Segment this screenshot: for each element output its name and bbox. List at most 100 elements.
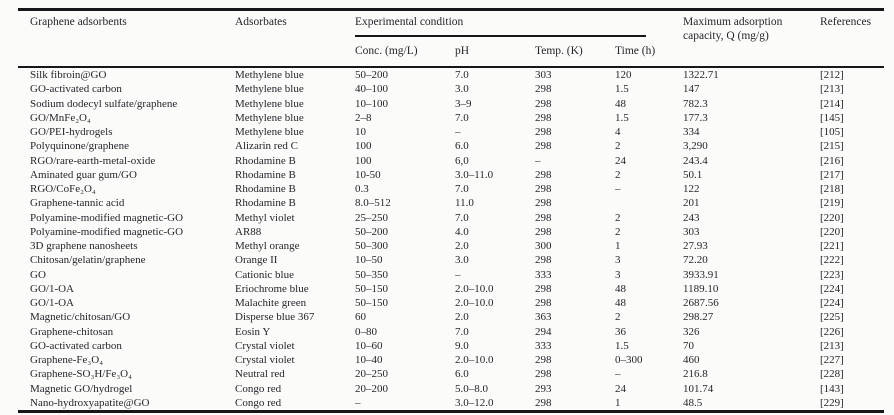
- table-row: GO/1-OA Eriochrome blue 50–150 2.0–10.0 298 4…: [18, 282, 884, 296]
- cell-conc: 10–100: [355, 97, 388, 110]
- cell-ph: 3–9: [455, 97, 472, 110]
- cell-ref: [227]: [820, 354, 844, 366]
- cell-adsorbate: Orange II: [235, 254, 278, 267]
- cell-q: 326: [683, 325, 700, 338]
- cell-q: 177.3: [683, 111, 708, 124]
- cell-conc: 2–8: [355, 111, 372, 124]
- cell-time: 2: [615, 311, 621, 324]
- cell-conc: 10–50: [355, 254, 383, 267]
- table-row: GO-activated carbon Methylene blue 40–100 3…: [18, 82, 884, 96]
- cell-time: 48: [615, 97, 626, 110]
- cell-time: 1: [615, 396, 621, 409]
- cell-q: 72.20: [683, 254, 708, 267]
- cell-adsorbent: Magnetic/chitosan/GO: [30, 311, 131, 324]
- table-row: GO/1-OA Malachite green 50–150 2.0–10.0 298 4…: [18, 296, 884, 310]
- table-row: RGO/CoFe₂O₄ Rhodamine B 0.3 7.0 298 – 122 [218]: [18, 182, 884, 196]
- cell-ph: 2.0: [455, 240, 469, 252]
- cell-conc: 50–350: [355, 268, 388, 281]
- adsorption-capacity-table: Graphene adsorbents Adsorbates Experimen…: [18, 8, 885, 413]
- cell-adsorbate: AR88: [235, 225, 262, 238]
- cell-adsorbent: GO: [30, 268, 46, 281]
- cell-ph: 3.0: [455, 254, 469, 267]
- cell-ref: [223]: [820, 268, 844, 281]
- cell-adsorbate: Crystal violet: [235, 339, 295, 352]
- table-row: Chitosan/gelatin/graphene Orange II 10–50 3…: [18, 253, 884, 267]
- cell-adsorbate: Methyl violet: [235, 211, 295, 224]
- cell-adsorbent: GO/MnFe₂O₄: [30, 111, 91, 124]
- cell-adsorbate: Methylene blue: [235, 83, 304, 96]
- cell-q: 460: [683, 354, 700, 366]
- cell-adsorbate: Congo red: [235, 382, 282, 395]
- cell-adsorbent: Magnetic GO/hydrogel: [30, 382, 133, 395]
- cell-adsorbent: Graphene-Fe₃O₄: [30, 354, 104, 366]
- cell-ph: 6.0: [455, 140, 469, 153]
- cell-temp: 300: [535, 240, 552, 252]
- cell-conc: 40–100: [355, 83, 388, 96]
- cell-adsorbate: Methylene blue: [235, 69, 304, 81]
- cell-ref: [226]: [820, 325, 844, 338]
- cell-adsorbent: Sodium dodecyl sulfate/graphene: [30, 97, 178, 110]
- cell-temp: 298: [535, 354, 552, 366]
- cell-temp: 298: [535, 225, 552, 238]
- adsorption-table-container: Graphene adsorbents Adsorbates Experimen…: [18, 8, 885, 413]
- cell-ref: [212]: [820, 69, 844, 81]
- cell-adsorbent: Graphene-tannic acid: [30, 197, 125, 210]
- cell-adsorbate: Rhodamine B: [235, 168, 296, 181]
- header-ph: pH: [455, 45, 470, 57]
- cell-conc: 50–200: [355, 69, 388, 81]
- cell-ref: [143]: [820, 382, 844, 395]
- cell-q: 48.5: [683, 396, 703, 409]
- cell-temp: 298: [535, 211, 552, 224]
- cell-temp: 298: [535, 368, 552, 381]
- cell-conc: 60: [355, 311, 366, 324]
- cell-ph: 7.0: [455, 183, 469, 195]
- cell-time: –: [615, 183, 621, 195]
- table-row: GO Cationic blue 50–350–333 3 3933.91 [223]: [18, 268, 884, 282]
- cell-q: 1322.71: [683, 69, 719, 81]
- cell-time: 3: [615, 254, 621, 267]
- cell-adsorbent: Polyquinone/graphene: [30, 140, 129, 153]
- table-row: Graphene-tannic acid Rhodamine B 8.0–512 11…: [18, 196, 884, 210]
- table-row: Aminated guar gum/GO Rhodamine B 10-50 3.0–…: [18, 168, 884, 182]
- cell-q: 2687.56: [683, 297, 719, 309]
- cell-ph: 6.0: [455, 368, 469, 381]
- cell-temp: –: [535, 154, 541, 167]
- header-experimental-condition: Experimental condition: [355, 10, 683, 43]
- cell-ph: 4.0: [455, 225, 469, 238]
- cell-time: 24: [615, 382, 626, 395]
- table-row: Graphene-chitosan Eosin Y 0–80 7.0 294 36 326 […: [18, 325, 884, 339]
- cell-q: 122: [683, 183, 700, 195]
- cell-ph: 9.0: [455, 339, 469, 352]
- cell-temp: 298: [535, 396, 552, 409]
- cell-time: [615, 196, 683, 210]
- cell-temp: 333: [535, 339, 552, 352]
- cell-time: 1: [615, 240, 621, 252]
- cell-conc: 10: [355, 126, 366, 138]
- cell-temp: 293: [535, 382, 552, 395]
- header-group-row: Graphene adsorbents Adsorbates Experimen…: [18, 10, 884, 43]
- cell-ph: 3.0–12.0: [455, 396, 494, 409]
- header-graphene-adsorbents: Graphene adsorbents: [30, 16, 127, 28]
- cell-adsorbent: RGO/CoFe₂O₄: [30, 183, 96, 195]
- cell-q: 243.4: [683, 154, 708, 167]
- cell-adsorbate: Rhodamine B: [235, 154, 296, 167]
- cell-time: 2: [615, 225, 621, 238]
- cell-ref: [215]: [820, 140, 844, 153]
- cell-ph: 2.0: [455, 311, 469, 324]
- cell-q: 3,290: [683, 140, 708, 153]
- table-row: Sodium dodecyl sulfate/graphene Methylene…: [18, 97, 884, 111]
- cell-adsorbate: Methyl orange: [235, 240, 300, 252]
- cell-adsorbent: GO/PEI-hydrogels: [30, 126, 113, 138]
- cell-temp: 363: [535, 311, 552, 324]
- cell-adsorbate: Disperse blue 367: [235, 311, 315, 324]
- table-row: GO-activated carbon Crystal violet 10–60 9.…: [18, 339, 884, 353]
- cell-ref: [217]: [820, 168, 844, 181]
- cell-adsorbent: Nano-hydroxyapatite@GO: [30, 396, 150, 409]
- cell-ref: [229]: [820, 396, 844, 409]
- table-body: Silk fibroin@GO Methylene blue 50–200 7.0 30…: [18, 67, 884, 412]
- cell-ph: –: [455, 268, 461, 281]
- cell-temp: 298: [535, 297, 552, 309]
- cell-adsorbate: Malachite green: [235, 297, 307, 309]
- cell-q: 27.93: [683, 240, 708, 252]
- table-row: Graphene-SO₃H/Fe₃O₄ Neutral red 20–250 6.0 2…: [18, 367, 884, 381]
